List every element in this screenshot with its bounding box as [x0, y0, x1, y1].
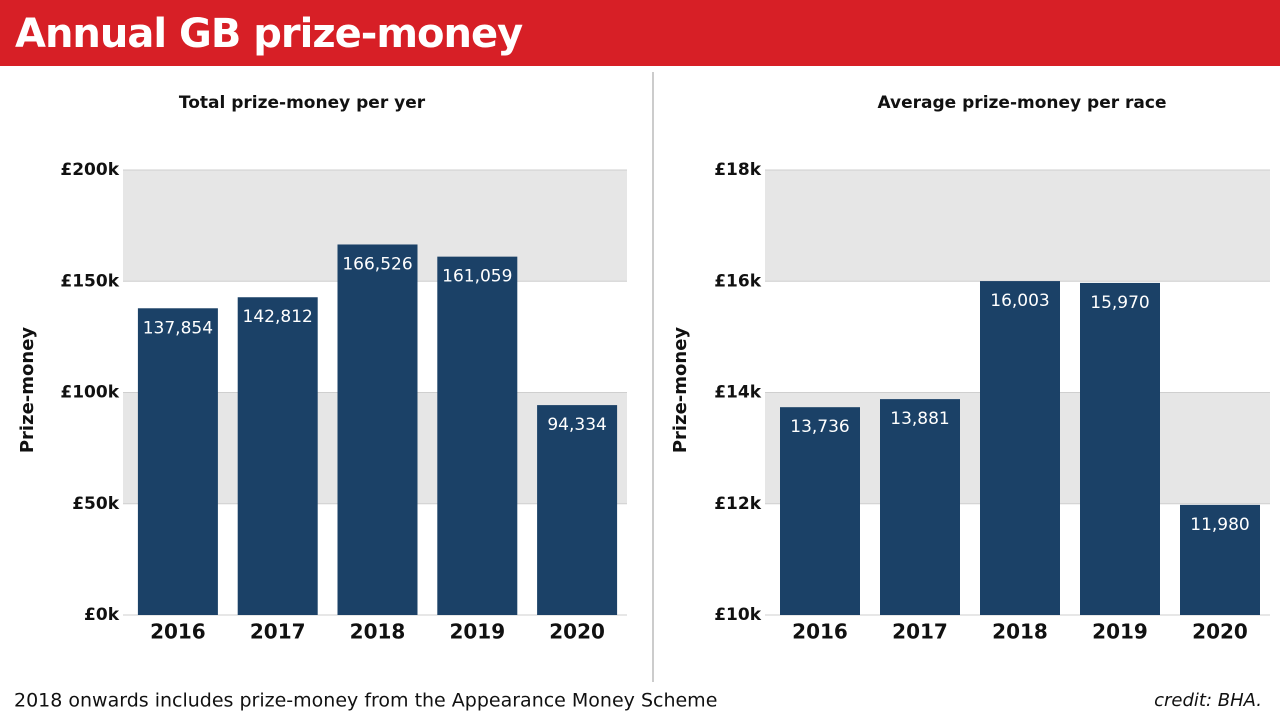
- bar: [537, 405, 618, 615]
- x-tick-label: 2019: [1092, 620, 1148, 644]
- bar: [880, 399, 960, 615]
- y-tick-label: £10k: [714, 605, 761, 625]
- x-tick-label: 2020: [1192, 620, 1248, 644]
- bar: [980, 281, 1060, 615]
- y-tick-label: £100k: [60, 383, 119, 403]
- value-label: 137,854: [143, 318, 213, 338]
- bar: [780, 407, 860, 615]
- x-tick-label: 2017: [250, 620, 306, 644]
- y-tick-label: £12k: [714, 494, 761, 514]
- bar: [137, 308, 218, 615]
- chart-title: Total prize-money per yer: [179, 93, 426, 113]
- bar: [337, 244, 418, 615]
- header-band: [0, 0, 1280, 66]
- y-tick-label: £14k: [714, 383, 761, 403]
- bar: [1080, 282, 1160, 615]
- x-tick-label: 2018: [350, 620, 406, 644]
- value-label: 13,881: [890, 409, 949, 429]
- y-tick-label: £18k: [714, 160, 761, 180]
- x-tick-label: 2016: [792, 620, 848, 644]
- value-label: 166,526: [342, 254, 412, 274]
- value-label: 11,980: [1190, 515, 1249, 535]
- bar: [1180, 504, 1260, 615]
- x-tick-label: 2020: [549, 620, 605, 644]
- value-label: 142,812: [243, 307, 313, 327]
- value-label: 16,003: [990, 291, 1049, 311]
- y-tick-label: £0k: [84, 605, 120, 625]
- y-tick-label: £200k: [60, 160, 119, 180]
- x-tick-label: 2017: [892, 620, 948, 644]
- x-tick-label: 2018: [992, 620, 1048, 644]
- value-label: 15,970: [1090, 293, 1149, 313]
- x-tick-label: 2016: [150, 620, 206, 644]
- y-tick-label: £150k: [60, 271, 119, 291]
- bar: [237, 297, 318, 615]
- value-label: 161,059: [442, 267, 512, 287]
- y-tick-label: £50k: [72, 494, 119, 514]
- value-label: 94,334: [547, 415, 606, 435]
- credit: credit: BHA.: [1154, 690, 1262, 711]
- chart-title: Average prize-money per race: [878, 93, 1167, 113]
- footnote: 2018 onwards includes prize-money from t…: [14, 690, 717, 712]
- y-tick-label: £16k: [714, 271, 761, 291]
- bar: [437, 256, 518, 615]
- page-title: Annual GB prize-money: [15, 11, 523, 57]
- grid-band: [765, 170, 1270, 282]
- x-tick-label: 2019: [449, 620, 505, 644]
- y-axis-label: Prize-money: [670, 327, 691, 454]
- value-label: 13,736: [790, 417, 849, 437]
- y-axis-label: Prize-money: [17, 327, 38, 454]
